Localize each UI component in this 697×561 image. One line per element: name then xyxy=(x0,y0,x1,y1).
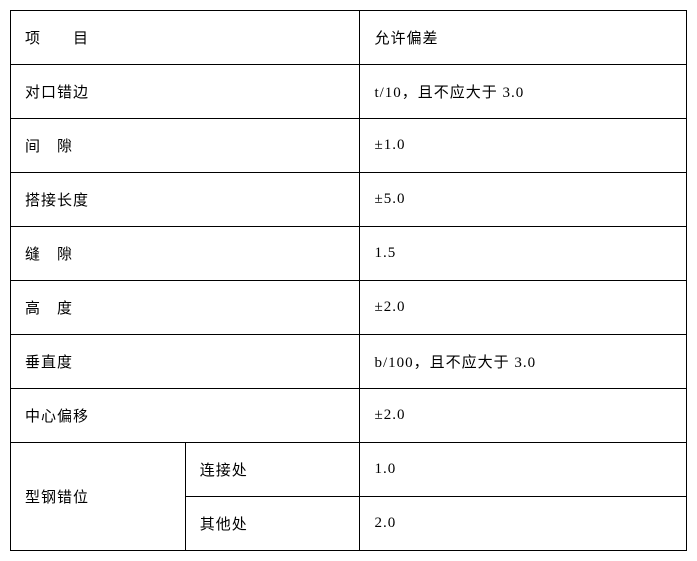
sub-label: 连接处 xyxy=(185,443,360,497)
row-label: 中心偏移 xyxy=(11,389,360,443)
row-label: 对口错边 xyxy=(11,65,360,119)
row-label: 搭接长度 xyxy=(11,173,360,227)
row-label: 缝 隙 xyxy=(11,227,360,281)
row-value: ±1.0 xyxy=(360,119,687,173)
row-label: 间 隙 xyxy=(11,119,360,173)
table-row: 型钢错位 连接处 1.0 xyxy=(11,443,687,497)
row-label: 垂直度 xyxy=(11,335,360,389)
sub-label: 其他处 xyxy=(185,497,360,551)
row-value: 2.0 xyxy=(360,497,687,551)
tolerance-table: 项 目 允许偏差 对口错边 t/10，且不应大于 3.0 间 隙 ±1.0 搭接… xyxy=(10,10,687,551)
table-header-row: 项 目 允许偏差 xyxy=(11,11,687,65)
row-value: t/10，且不应大于 3.0 xyxy=(360,65,687,119)
header-tolerance: 允许偏差 xyxy=(360,11,687,65)
row-value: b/100，且不应大于 3.0 xyxy=(360,335,687,389)
table-row: 高 度 ±2.0 xyxy=(11,281,687,335)
row-value: ±2.0 xyxy=(360,281,687,335)
table-row: 搭接长度 ±5.0 xyxy=(11,173,687,227)
row-value: ±2.0 xyxy=(360,389,687,443)
table-row: 间 隙 ±1.0 xyxy=(11,119,687,173)
table-row: 缝 隙 1.5 xyxy=(11,227,687,281)
row-value: ±5.0 xyxy=(360,173,687,227)
table-row: 垂直度 b/100，且不应大于 3.0 xyxy=(11,335,687,389)
group-label: 型钢错位 xyxy=(11,443,186,551)
row-value: 1.0 xyxy=(360,443,687,497)
table-row: 对口错边 t/10，且不应大于 3.0 xyxy=(11,65,687,119)
row-value: 1.5 xyxy=(360,227,687,281)
row-label: 高 度 xyxy=(11,281,360,335)
header-item: 项 目 xyxy=(11,11,360,65)
table-row: 中心偏移 ±2.0 xyxy=(11,389,687,443)
